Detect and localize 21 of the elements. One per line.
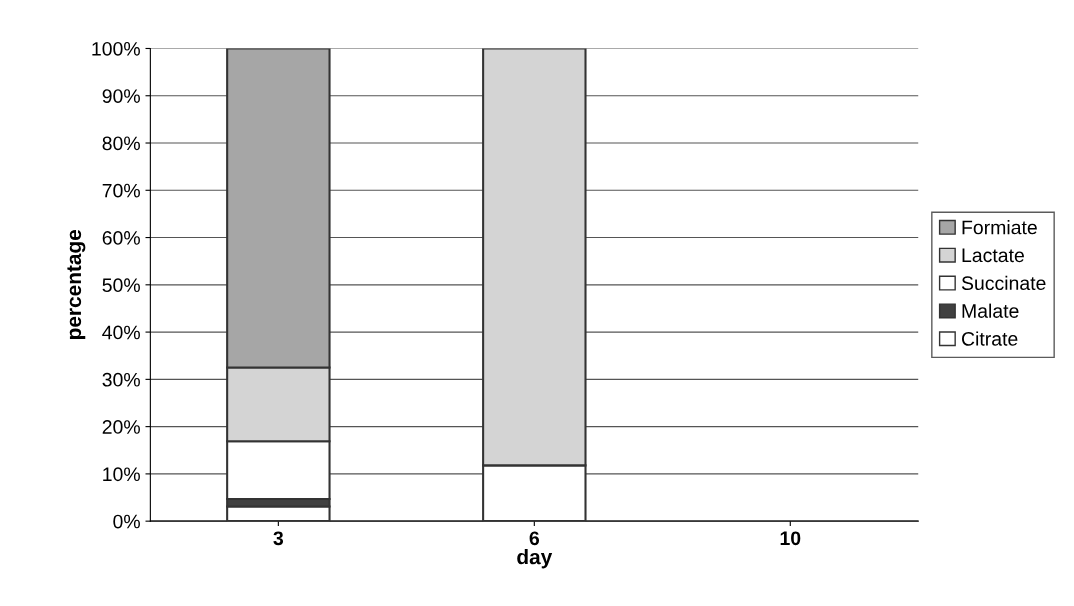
x-tick-label: 10	[780, 531, 801, 546]
y-tick-label: 100%	[92, 41, 140, 56]
y-tick-label: 40%	[102, 325, 140, 340]
y-tick-label: 70%	[102, 183, 140, 198]
y-axis-title: percentage	[67, 229, 86, 340]
y-tick-label: 80%	[102, 136, 140, 151]
y-tick-label: 20%	[102, 420, 140, 434]
legend-label: Lactate	[962, 248, 1024, 263]
legend-label: Formiate	[962, 220, 1037, 235]
y-tick-label: 60%	[102, 231, 140, 245]
legend-label: Malate	[962, 303, 1019, 318]
x-axis-title: day	[517, 549, 553, 569]
y-tick-label: 90%	[102, 89, 140, 103]
legend-label: Citrate	[961, 331, 1018, 346]
y-tick-label: 50%	[102, 278, 140, 293]
y-tick-label: 0%	[113, 514, 140, 529]
legend-label: Succinate	[961, 275, 1046, 291]
x-tick-label: 6	[529, 531, 540, 546]
y-tick-label: 10%	[103, 467, 140, 482]
x-tick-label: 3	[273, 531, 284, 546]
y-tick-label: 30%	[102, 372, 140, 387]
